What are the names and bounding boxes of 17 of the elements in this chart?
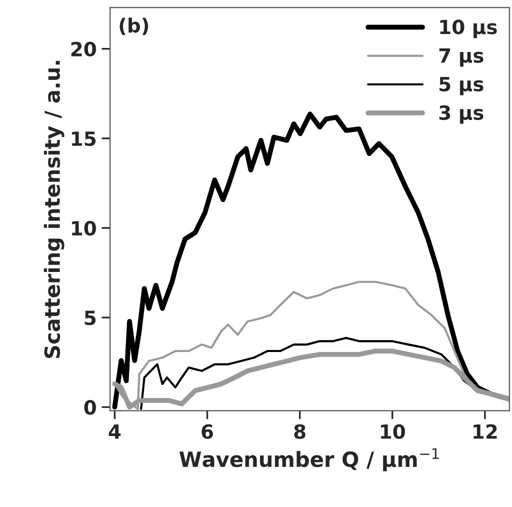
y-axis-title: Scattering intensity / a.u.	[44, 60, 64, 358]
legend-label: 10 µs	[440, 20, 497, 38]
legend-label: 7 µs	[439, 48, 484, 67]
y-tick-label: 5	[84, 310, 96, 326]
x-axis-title: Wavenumber Q / µm$^{−1}$	[179, 448, 439, 472]
legend-label: 3 µs	[439, 105, 484, 124]
x-tick-label: 4	[108, 424, 121, 439]
y-tick-label: 10	[72, 220, 96, 236]
x-tick-label: 10	[381, 424, 405, 439]
x-tick-label: 12	[474, 424, 497, 439]
y-tick-label: 0	[84, 400, 96, 415]
legend-label: 5 µs	[440, 76, 484, 96]
x-tick-label: 8	[294, 424, 306, 439]
x-tick-label: 6	[202, 424, 213, 439]
y-tick-label: 20	[71, 42, 96, 56]
y-tick-label: 15	[72, 132, 96, 146]
annotation: (b)	[120, 18, 148, 36]
